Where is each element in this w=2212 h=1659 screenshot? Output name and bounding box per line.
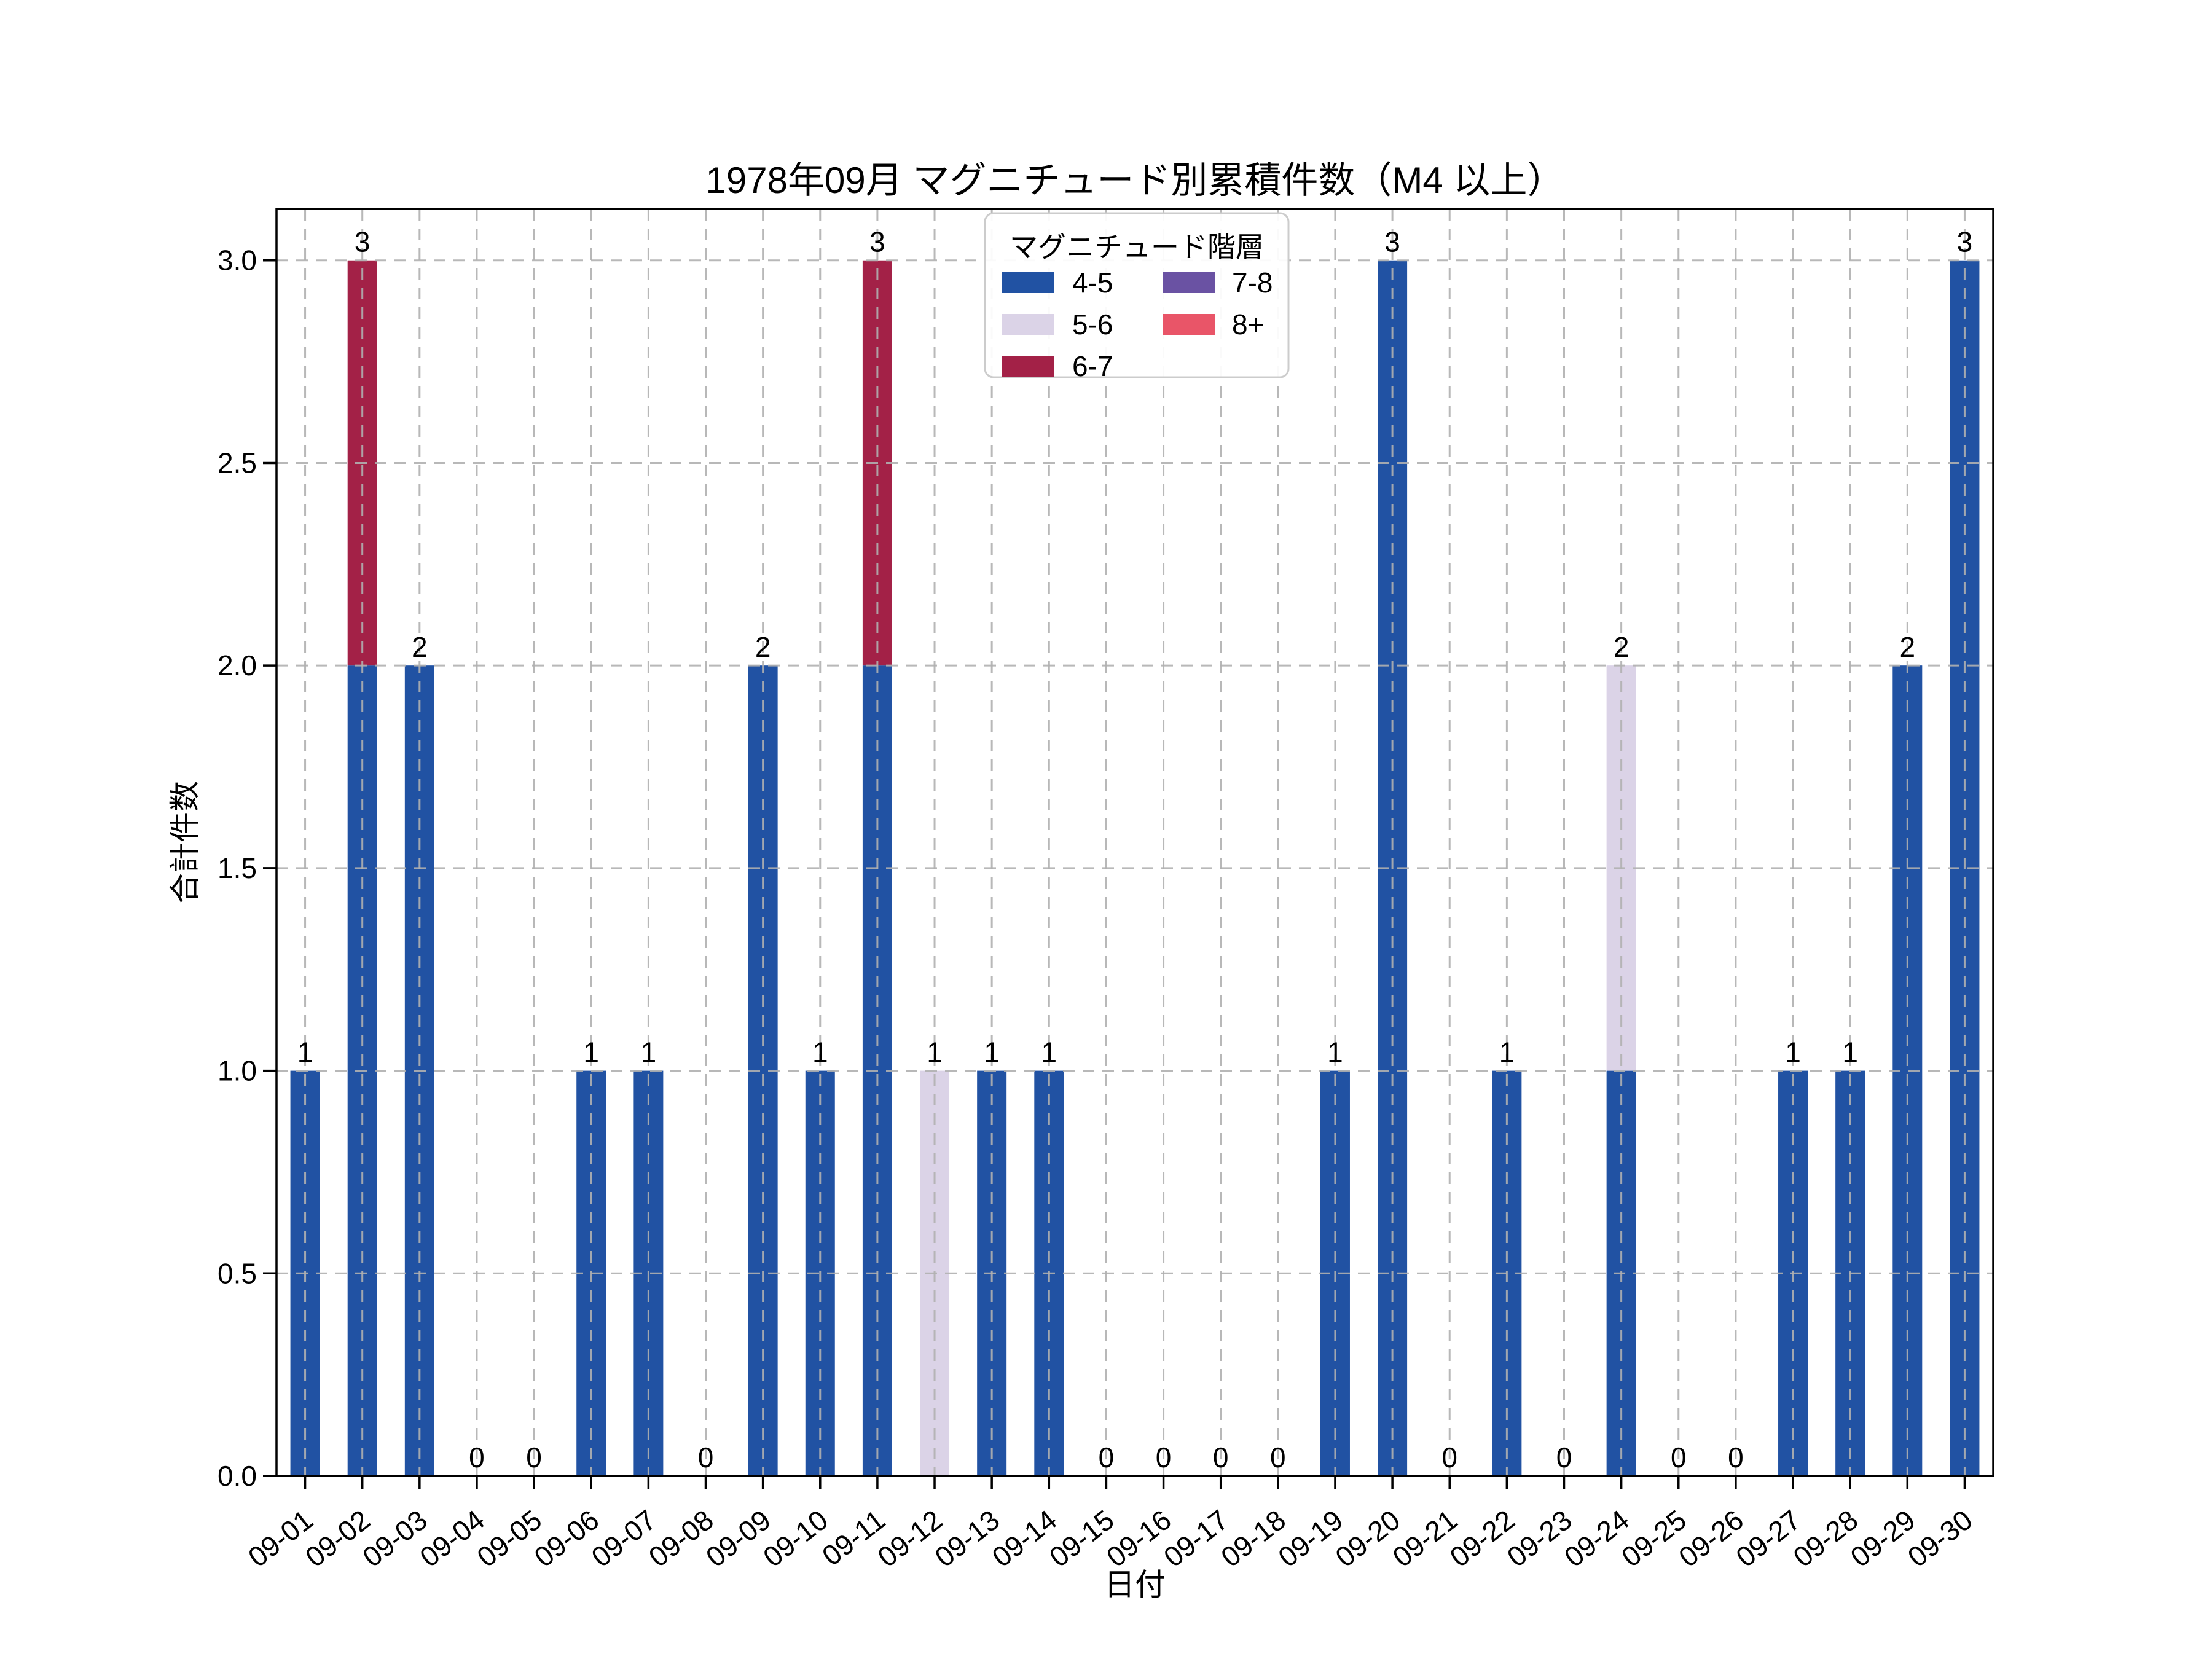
- y-tick-label: 2.5: [218, 447, 257, 479]
- legend: マグニチュード階層 4-5 5-6 6-7 7-8 8+: [984, 212, 1290, 382]
- bar-value-label-09-01: 1: [297, 1037, 313, 1069]
- chart-title: 1978年09月 マグニチュード別累積件数（M4 以上）: [706, 160, 1564, 201]
- bar-value-label-09-05: 0: [526, 1441, 542, 1473]
- bar-value-label-09-08: 0: [698, 1441, 714, 1473]
- legend-label-8+: 8+: [1232, 308, 1264, 340]
- bar-value-label-09-25: 0: [1671, 1441, 1687, 1473]
- bar-value-label-09-03: 2: [412, 631, 428, 663]
- axes-layer: [263, 208, 1994, 1489]
- bar-value-label-09-11: 3: [869, 226, 885, 258]
- y-tick-label: 0.0: [218, 1460, 257, 1492]
- bar-value-label-09-28: 1: [1842, 1037, 1858, 1069]
- bar-value-label-09-22: 1: [1499, 1037, 1515, 1069]
- y-tick-label: 1.5: [218, 852, 257, 884]
- legend-label-5-6: 5-6: [1072, 308, 1113, 340]
- bar-value-label-09-04: 0: [469, 1441, 485, 1473]
- grid-layer: [276, 209, 1993, 1476]
- legend-title: マグニチュード階層: [1010, 231, 1264, 263]
- bar-value-label-09-12: 1: [927, 1037, 943, 1069]
- bar-value-label-09-21: 0: [1441, 1441, 1457, 1473]
- bar-value-label-09-14: 1: [1041, 1037, 1057, 1069]
- bar-value-label-09-26: 0: [1728, 1441, 1744, 1473]
- bar-value-label-09-02: 3: [355, 226, 371, 258]
- bar-value-label-09-07: 1: [641, 1037, 657, 1069]
- legend-label-4-5: 4-5: [1072, 267, 1113, 299]
- bar-value-label-09-18: 0: [1270, 1441, 1286, 1473]
- legend-entries: 4-5 5-6 6-7 7-8 8+: [1002, 267, 1273, 382]
- bar-value-label-09-17: 0: [1213, 1441, 1229, 1473]
- bar-value-label-09-15: 0: [1099, 1441, 1115, 1473]
- bar-value-label-09-23: 0: [1556, 1441, 1572, 1473]
- legend-label-6-7: 6-7: [1072, 350, 1113, 382]
- bar-value-label-09-24: 2: [1614, 631, 1630, 663]
- legend-swatch-4-5: [1002, 272, 1054, 293]
- legend-label-7-8: 7-8: [1232, 267, 1273, 299]
- legend-box: [984, 212, 1290, 378]
- bar-value-label-09-27: 1: [1785, 1037, 1801, 1069]
- y-tick-label: 1.0: [218, 1055, 257, 1087]
- bar-value-label-09-16: 0: [1156, 1441, 1172, 1473]
- bar-value-label-09-06: 1: [583, 1037, 599, 1069]
- legend-swatch-7-8: [1163, 272, 1215, 293]
- bar-value-label-09-10: 1: [812, 1037, 828, 1069]
- plot-border: [275, 208, 1994, 1477]
- y-tick-label: 3.0: [218, 245, 257, 276]
- y-tick-label: 2.0: [218, 649, 257, 681]
- bar-value-label-09-09: 2: [755, 631, 771, 663]
- bar-value-label-09-29: 2: [1900, 631, 1916, 663]
- y-tick-label: 0.5: [218, 1257, 257, 1289]
- bar-value-label-09-30: 3: [1957, 226, 1973, 258]
- legend-swatch-6-7: [1002, 356, 1054, 377]
- bar-value-label-09-20: 3: [1384, 226, 1400, 258]
- value-label-layer: 1 3 2 0 0 1 1 0 2 1 3 1 1 1 0 0 0 0 1 3 0 1 0 2 0 0 1 1 2 3: [297, 226, 1972, 1473]
- legend-swatch-8+: [1163, 314, 1215, 335]
- bar-value-label-09-13: 1: [984, 1037, 1000, 1069]
- x-axis-label: 日付: [1104, 1567, 1166, 1602]
- y-axis-label: 合計件数: [168, 781, 202, 904]
- bar-value-label-09-19: 1: [1327, 1037, 1343, 1069]
- legend-swatch-5-6: [1002, 314, 1054, 335]
